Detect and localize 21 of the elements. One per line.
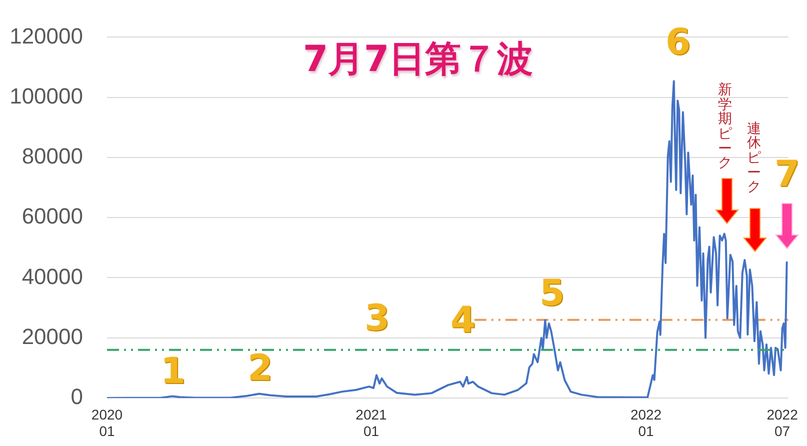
- y-tick-label: 60000: [22, 204, 83, 229]
- chart-title: 7月7日第７波: [303, 39, 534, 80]
- y-tick-label: 100000: [10, 83, 83, 108]
- annotation: 新学期ピーク: [718, 82, 732, 172]
- y-tick-label: 40000: [22, 264, 83, 289]
- annotation: 5: [540, 273, 565, 314]
- x-tick-label: 2022 07: [766, 406, 798, 440]
- x-tick-label: 2022 01: [630, 406, 662, 440]
- annotation: 1: [160, 351, 186, 392]
- y-tick-label: 0: [70, 384, 83, 410]
- annotation: 4: [450, 300, 476, 341]
- x-tick-label: 2021 01: [356, 406, 388, 440]
- annotation: 7: [774, 154, 800, 195]
- y-tick-label: 120000: [10, 23, 83, 48]
- y-tick-label: 80000: [22, 144, 83, 169]
- annotation: 連休ピーク: [746, 120, 762, 196]
- annotation: 2: [248, 348, 273, 389]
- annotation: 3: [364, 298, 390, 339]
- annotation: 6: [666, 22, 691, 63]
- y-tick-label: 20000: [22, 324, 83, 349]
- x-tick-label: 2020 01: [91, 406, 123, 440]
